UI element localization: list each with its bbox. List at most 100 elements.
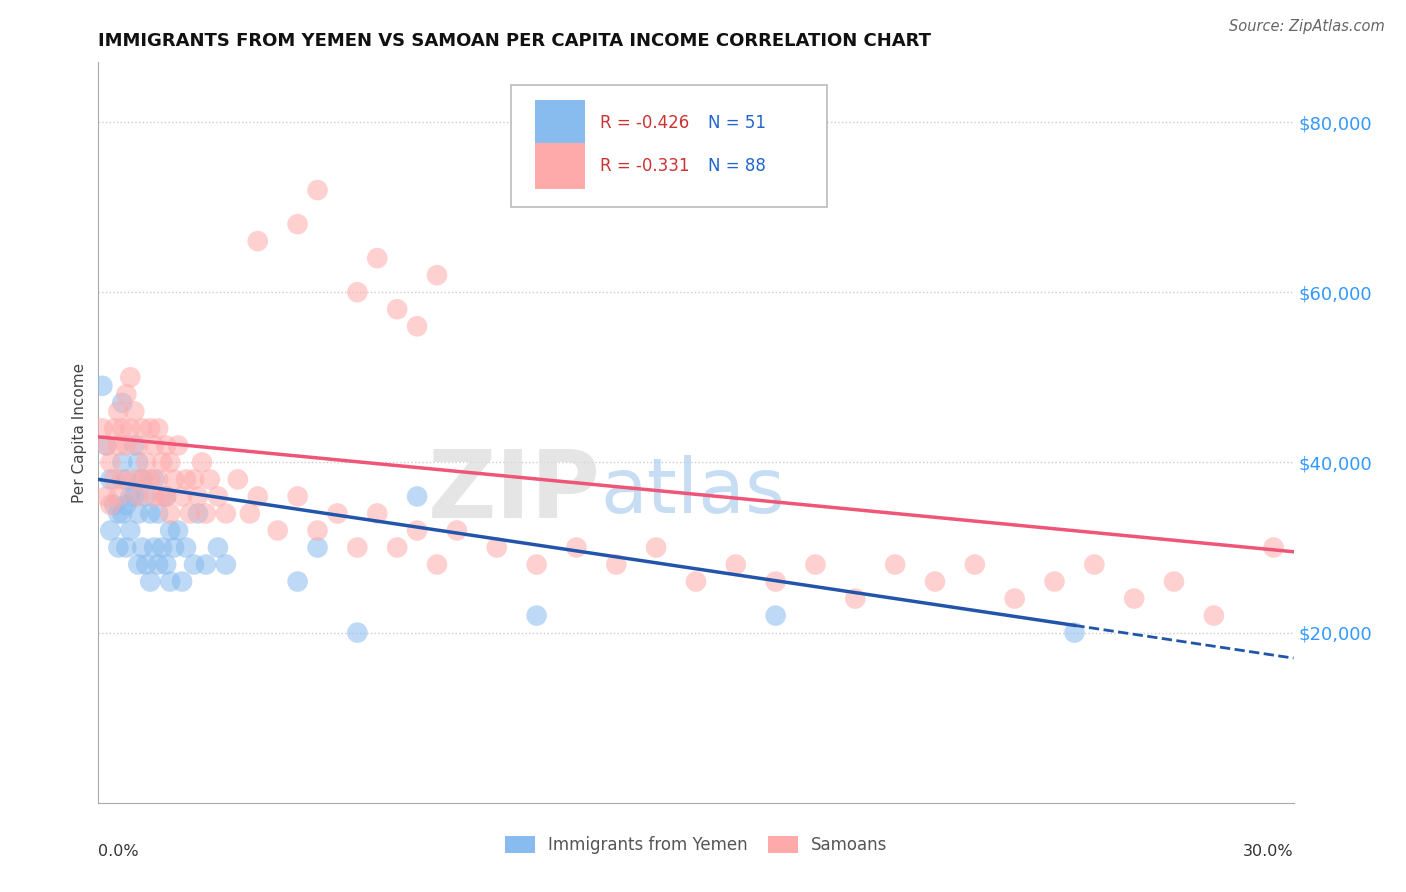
- Point: [526, 558, 548, 572]
- Point: [127, 507, 149, 521]
- Point: [115, 498, 138, 512]
- Point: [120, 421, 142, 435]
- Point: [307, 183, 329, 197]
- Point: [187, 507, 209, 521]
- Point: [765, 574, 787, 589]
- Point: [148, 558, 170, 572]
- Text: atlas: atlas: [600, 455, 785, 529]
- Point: [107, 404, 129, 418]
- Point: [120, 524, 142, 538]
- Point: [111, 507, 134, 521]
- Point: [131, 421, 153, 435]
- Point: [139, 472, 162, 486]
- Point: [155, 558, 177, 572]
- Point: [287, 574, 309, 589]
- Point: [1202, 608, 1225, 623]
- Point: [124, 490, 146, 504]
- Point: [159, 524, 181, 538]
- Text: N = 51: N = 51: [709, 114, 766, 132]
- Point: [127, 438, 149, 452]
- Point: [307, 524, 329, 538]
- Point: [131, 472, 153, 486]
- Point: [804, 558, 827, 572]
- Point: [246, 490, 269, 504]
- Point: [115, 438, 138, 452]
- Point: [526, 608, 548, 623]
- Point: [135, 490, 157, 504]
- Point: [135, 455, 157, 469]
- Point: [385, 541, 409, 555]
- Point: [605, 558, 627, 572]
- Text: R = -0.331: R = -0.331: [600, 157, 690, 175]
- Point: [406, 319, 429, 334]
- Point: [346, 541, 368, 555]
- Point: [124, 438, 146, 452]
- Point: [426, 268, 449, 283]
- Point: [385, 302, 409, 317]
- Point: [111, 472, 134, 486]
- Point: [172, 490, 194, 504]
- Point: [406, 524, 429, 538]
- Point: [115, 541, 138, 555]
- Point: [91, 421, 114, 435]
- Point: [406, 490, 429, 504]
- Point: [135, 558, 157, 572]
- Point: [287, 217, 309, 231]
- Point: [765, 608, 787, 623]
- Point: [1123, 591, 1146, 606]
- Text: IMMIGRANTS FROM YEMEN VS SAMOAN PER CAPITA INCOME CORRELATION CHART: IMMIGRANTS FROM YEMEN VS SAMOAN PER CAPI…: [98, 32, 931, 50]
- Point: [107, 438, 129, 452]
- Point: [143, 438, 166, 452]
- Point: [150, 455, 173, 469]
- Point: [98, 524, 122, 538]
- Point: [98, 455, 122, 469]
- Point: [1263, 541, 1285, 555]
- Point: [485, 541, 508, 555]
- Point: [96, 438, 118, 452]
- Text: ZIP: ZIP: [427, 446, 600, 538]
- Point: [159, 574, 181, 589]
- Point: [565, 541, 588, 555]
- Point: [174, 541, 197, 555]
- Point: [107, 541, 129, 555]
- Point: [139, 507, 162, 521]
- Point: [96, 438, 118, 452]
- Point: [191, 455, 214, 469]
- Point: [98, 472, 122, 486]
- Point: [1063, 625, 1085, 640]
- Point: [346, 625, 368, 640]
- Point: [198, 472, 221, 486]
- Point: [131, 472, 153, 486]
- Point: [645, 541, 668, 555]
- Point: [426, 558, 449, 572]
- Point: [111, 396, 134, 410]
- Text: 0.0%: 0.0%: [98, 844, 139, 858]
- Text: Source: ZipAtlas.com: Source: ZipAtlas.com: [1229, 20, 1385, 34]
- Point: [167, 524, 190, 538]
- Point: [148, 472, 170, 486]
- Point: [346, 285, 368, 300]
- Point: [98, 498, 122, 512]
- Text: R = -0.426: R = -0.426: [600, 114, 689, 132]
- Point: [724, 558, 747, 572]
- Point: [150, 490, 173, 504]
- Legend: Immigrants from Yemen, Samoans: Immigrants from Yemen, Samoans: [498, 830, 894, 861]
- Point: [326, 507, 349, 521]
- Point: [239, 507, 262, 521]
- Point: [163, 472, 186, 486]
- Point: [307, 541, 329, 555]
- Point: [884, 558, 907, 572]
- Point: [446, 524, 468, 538]
- Point: [1004, 591, 1026, 606]
- Point: [179, 507, 201, 521]
- Point: [195, 507, 218, 521]
- FancyBboxPatch shape: [534, 100, 585, 146]
- Point: [183, 472, 205, 486]
- Point: [246, 234, 269, 248]
- Point: [124, 404, 146, 418]
- Point: [148, 421, 170, 435]
- Point: [150, 541, 173, 555]
- Point: [207, 490, 229, 504]
- Point: [215, 558, 238, 572]
- Point: [143, 541, 166, 555]
